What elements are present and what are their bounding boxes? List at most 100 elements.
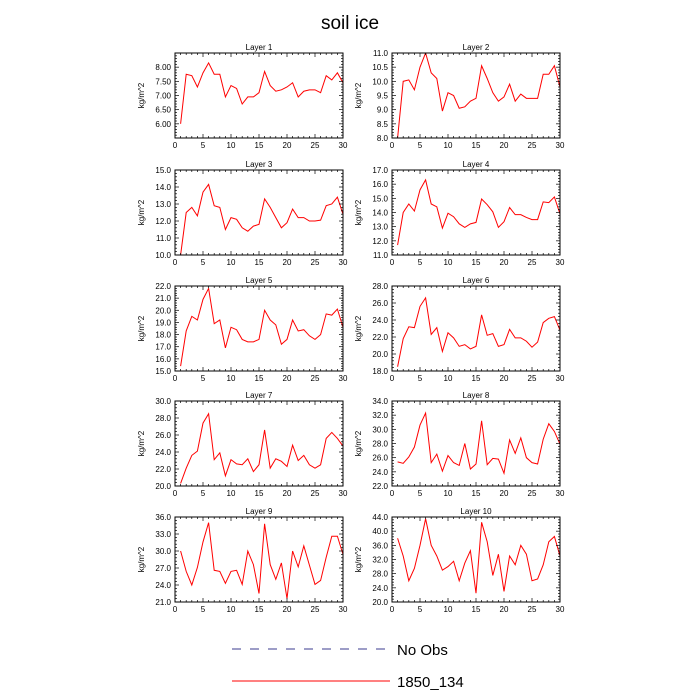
legend-label: 1850_134	[397, 674, 464, 691]
panel-layer-7: Layer 7 kg/m^2 0 5 10 15 20 25 30 20.0 22.0 24.0 26.…	[137, 391, 348, 498]
series-line	[180, 286, 343, 367]
plot-frame	[391, 169, 561, 256]
panel-layer-5: Layer 5 kg/m^2 0 5 10 15 20 25 30 15.0 16.0 17.0 18.…	[137, 276, 348, 383]
y-tick-label: 6.50	[155, 106, 171, 115]
x-tick-label: 10	[444, 489, 453, 498]
y-tick-label: 26.0	[372, 454, 388, 463]
figure-title: soil ice	[321, 13, 379, 34]
x-tick-label: 20	[283, 141, 292, 150]
y-tick-label: 15.0	[372, 194, 388, 203]
x-tick-label: 30	[556, 489, 565, 498]
y-axis-label: kg/m^2	[354, 82, 363, 108]
x-tick-label: 20	[283, 605, 292, 614]
y-tick-label: 8.0	[377, 134, 389, 143]
y-axis-label: kg/m^2	[137, 199, 146, 225]
x-tick-label: 5	[201, 141, 206, 150]
y-tick-label: 22.0	[372, 333, 388, 342]
y-tick-label: 28.0	[372, 440, 388, 449]
x-tick-label: 20	[500, 141, 509, 150]
y-tick-label: 10.5	[372, 63, 388, 72]
x-tick-label: 20	[283, 489, 292, 498]
panel-title: Layer 4	[463, 160, 490, 169]
y-tick-label: 20.0	[372, 350, 388, 359]
panel-title: Layer 7	[246, 391, 273, 400]
y-tick-label: 21.0	[155, 294, 171, 303]
x-tick-label: 25	[311, 489, 320, 498]
y-tick-label: 15.0	[155, 166, 171, 175]
x-tick-label: 30	[556, 605, 565, 614]
x-tick-label: 25	[311, 141, 320, 150]
y-tick-label: 10.0	[155, 251, 171, 260]
x-tick-label: 5	[418, 374, 423, 383]
x-tick-label: 0	[173, 141, 178, 150]
y-tick-label: 28.0	[372, 282, 388, 291]
x-tick-label: 0	[390, 141, 395, 150]
panel-layer-10: Layer 10 kg/m^2 0 5 10 15 20 25 30 20.0 24.0 28.0 32…	[354, 507, 565, 614]
y-tick-label: 30.0	[155, 547, 171, 556]
x-tick-label: 15	[255, 489, 264, 498]
x-tick-label: 15	[255, 141, 264, 150]
panel-title: Layer 5	[246, 276, 273, 285]
x-tick-label: 30	[339, 141, 348, 150]
y-tick-label: 24.0	[372, 468, 388, 477]
y-tick-label: 19.0	[155, 318, 171, 327]
y-tick-label: 20.0	[155, 306, 171, 315]
x-tick-label: 5	[418, 258, 423, 267]
x-tick-label: 15	[472, 489, 481, 498]
x-tick-label: 25	[528, 258, 537, 267]
y-tick-label: 26.0	[372, 299, 388, 308]
y-axis-label: kg/m^2	[354, 546, 363, 572]
x-tick-label: 15	[255, 374, 264, 383]
x-tick-label: 10	[227, 258, 236, 267]
y-tick-label: 20.0	[372, 598, 388, 607]
y-tick-label: 11.0	[156, 234, 172, 243]
x-tick-label: 20	[500, 489, 509, 498]
panel-layer-1: Layer 1 kg/m^2 0 5 10 15 20 25 30 6.00 6.50 7.00 7.5…	[137, 43, 348, 150]
series-line	[397, 411, 560, 476]
y-tick-label: 22.0	[155, 465, 171, 474]
panel-grid: Layer 1 kg/m^2 0 5 10 15 20 25 30 6.00 6.50 7.00 7.5…	[137, 43, 565, 614]
series-line	[397, 178, 560, 246]
x-tick-label: 25	[528, 374, 537, 383]
y-axis-label: kg/m^2	[137, 430, 146, 456]
x-tick-label: 10	[444, 141, 453, 150]
x-tick-label: 5	[418, 489, 423, 498]
x-tick-label: 30	[556, 374, 565, 383]
panel-title: Layer 9	[246, 507, 273, 516]
y-axis-label: kg/m^2	[354, 199, 363, 225]
y-tick-label: 30.0	[155, 397, 171, 406]
panel-title: Layer 3	[246, 160, 273, 169]
y-tick-label: 8.5	[377, 120, 389, 129]
legend: No Obs 1850_134	[232, 642, 464, 691]
x-tick-label: 20	[500, 605, 509, 614]
x-tick-label: 30	[556, 141, 565, 150]
panel-title: Layer 8	[463, 391, 490, 400]
x-tick-label: 0	[173, 258, 178, 267]
panel-title: Layer 2	[463, 43, 490, 52]
x-tick-label: 20	[283, 374, 292, 383]
panel-title: Layer 6	[463, 276, 490, 285]
x-tick-label: 5	[201, 605, 206, 614]
y-axis-label: kg/m^2	[354, 315, 363, 341]
panel-title: Layer 10	[460, 507, 492, 516]
y-tick-label: 36.0	[155, 513, 171, 522]
y-tick-label: 8.00	[155, 63, 171, 72]
x-tick-label: 0	[390, 489, 395, 498]
y-tick-label: 32.0	[372, 556, 388, 565]
y-tick-label: 24.0	[372, 316, 388, 325]
series-line	[397, 296, 560, 367]
y-tick-label: 26.0	[155, 431, 171, 440]
x-tick-label: 25	[528, 489, 537, 498]
x-tick-label: 30	[556, 258, 565, 267]
x-tick-label: 30	[339, 605, 348, 614]
x-tick-label: 5	[201, 258, 206, 267]
series-line	[180, 412, 343, 484]
plot-frame	[174, 285, 344, 372]
y-tick-label: 13.0	[155, 200, 171, 209]
y-tick-label: 24.0	[372, 584, 388, 593]
y-tick-label: 15.0	[155, 367, 171, 376]
plot-frame	[174, 400, 344, 487]
y-tick-label: 34.0	[372, 397, 388, 406]
series-line	[180, 61, 343, 124]
